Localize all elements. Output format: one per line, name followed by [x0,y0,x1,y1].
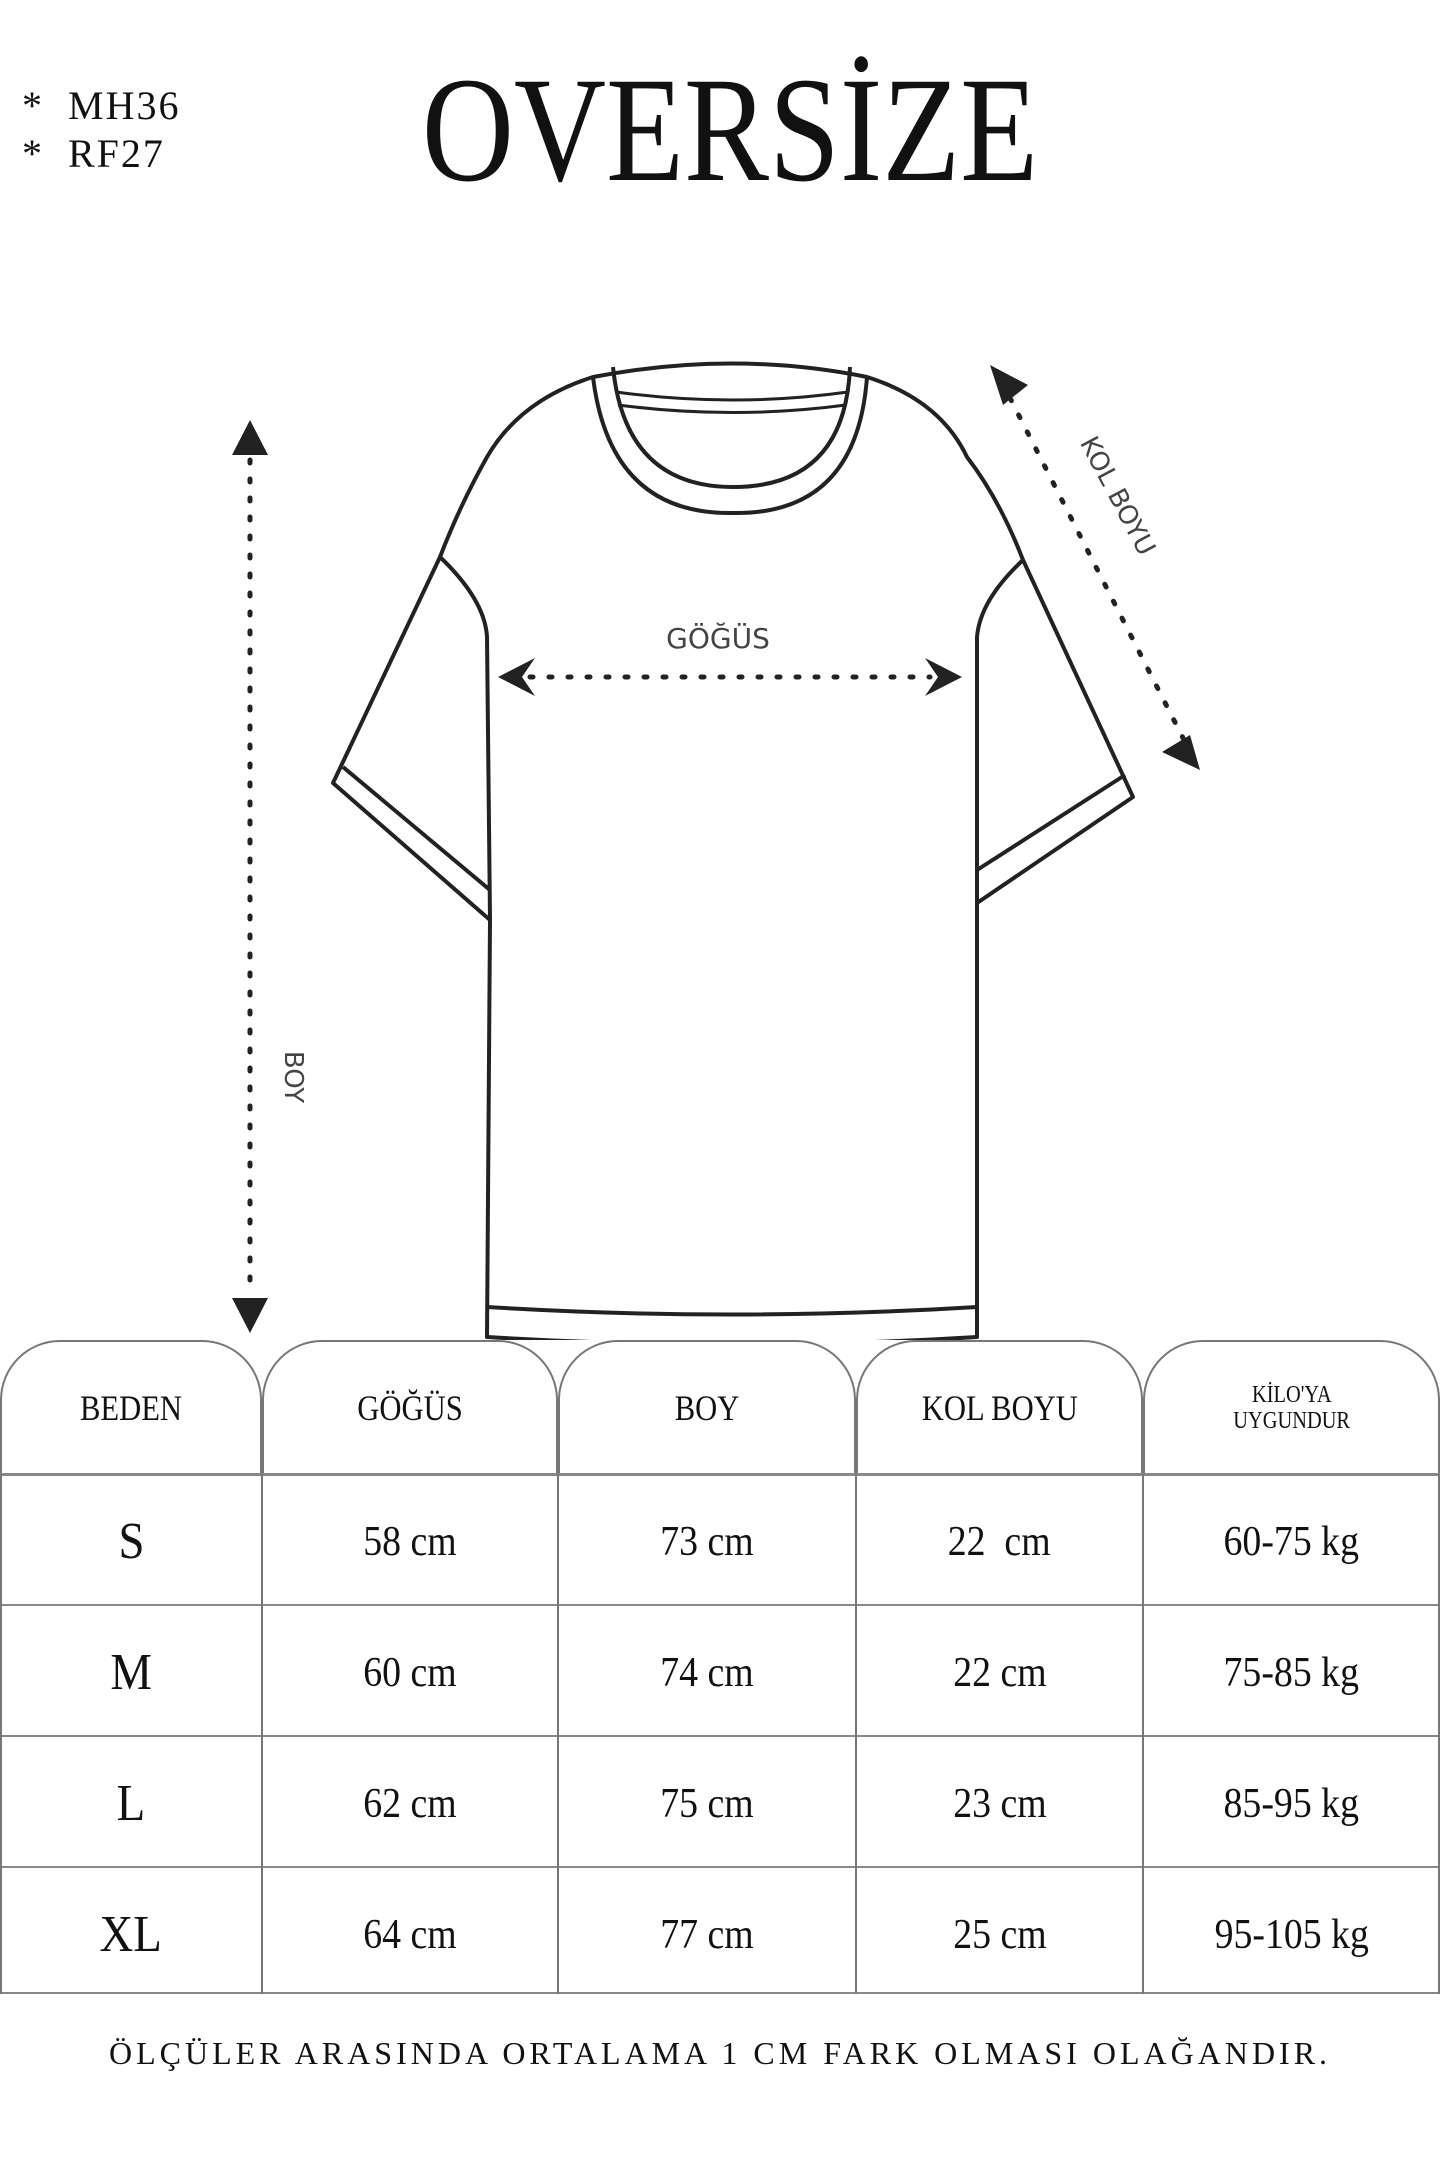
cell-length: 73 cm [558,1476,856,1607]
arrow-down-icon [232,1298,268,1333]
cell-length-value: 74 cm [660,1649,754,1696]
divider [0,1735,1440,1737]
cell-length: 75 cm [558,1738,856,1869]
cell-sleeve: 23 cm [856,1738,1143,1869]
divider [0,1474,2,1994]
cell-size: XL [0,1869,262,2000]
tshirt-diagram: GÖĞÜS BOY KOL BOYU [232,361,1200,1340]
divider [0,1866,1440,1868]
divider [261,1474,263,1994]
cell-length-value: 73 cm [660,1518,754,1565]
code-1: * MH36 [22,83,181,128]
cell-weight-value: 95-105 kg [1214,1911,1369,1958]
arrow-right-icon [925,658,962,696]
arrow-up-icon [232,420,268,455]
cell-sleeve-value: 22 cm [948,1518,1051,1565]
cell-length-value: 75 cm [660,1780,754,1827]
cell-size-value: M [110,1644,152,1701]
cell-weight-value: 60-75 kg [1223,1518,1360,1565]
divider [0,1604,1440,1606]
divider [1142,1474,1144,1994]
cell-size-value: S [117,1513,145,1570]
header-sleeve-label: KOL BOYU [921,1388,1078,1428]
cell-sleeve-value: 23 cm [952,1780,1047,1827]
cell-weight-value: 85-95 kg [1223,1780,1360,1827]
arrow-up-left-icon [990,365,1028,405]
cell-chest: 58 cm [262,1476,558,1607]
cell-sleeve: 22 cm [856,1607,1143,1738]
cell-weight-value: 75-85 kg [1223,1649,1360,1696]
cell-sleeve-value: 22 cm [952,1649,1047,1696]
cell-weight: 85-95 kg [1143,1738,1440,1869]
product-codes: * MH36 * RF27 [22,82,180,178]
chest-label: GÖĞÜS [666,621,770,655]
divider [557,1474,559,1994]
header-weight: KİLO'YA UYGUNDUR [1143,1340,1440,1474]
sleeve-label: KOL BOYU [1073,432,1161,561]
cell-weight: 60-75 kg [1143,1476,1440,1607]
cell-chest-value: 64 cm [363,1911,457,1958]
cell-length: 74 cm [558,1607,856,1738]
footer-note: ÖLÇÜLER ARASINDA ORTALAMA 1 CM FARK OLMA… [108,2035,1332,2071]
arrow-left-icon [498,658,535,696]
sleeve-arrow [990,365,1200,770]
cell-sleeve-value: 25 cm [952,1911,1047,1958]
header-chest-label: GÖĞÜS [357,1388,463,1428]
header-weight-line1: KİLO'YA [1251,1382,1332,1408]
divider [0,1473,1440,1476]
divider [0,1992,1440,1994]
divider [855,1474,857,1994]
cell-size: L [0,1738,262,1869]
size-table: BEDEN GÖĞÜS BOY KOL BOYU KİLO'YA UYGUNDU… [0,1340,1440,1994]
cell-size-value: XL [99,1906,163,1963]
cell-chest: 64 cm [262,1869,558,2000]
cell-size-value: L [116,1775,146,1832]
header-size-label: BEDEN [80,1388,182,1428]
cell-chest-value: 58 cm [363,1518,457,1565]
cell-chest-value: 60 cm [363,1649,457,1696]
cell-weight: 75-85 kg [1143,1607,1440,1738]
page-title: OVERSİZE [421,47,1039,213]
length-label: BOY [278,1051,308,1103]
cell-size: S [0,1476,262,1607]
cell-length: 77 cm [558,1869,856,2000]
tshirt-outline [331,361,1135,1340]
header-sleeve: KOL BOYU [856,1340,1143,1474]
cell-sleeve: 22 cm [856,1476,1143,1607]
code-2: * RF27 [22,131,165,176]
cell-chest-value: 62 cm [363,1780,457,1827]
arrow-down-right-icon [1162,735,1200,770]
chest-arrow [498,658,962,696]
cell-size: M [0,1607,262,1738]
length-arrow [232,420,268,1333]
header-size: BEDEN [0,1340,262,1474]
header-length: BOY [558,1340,856,1474]
cell-length-value: 77 cm [660,1911,754,1958]
header-weight-line2: UYGUNDUR [1233,1408,1350,1434]
divider [1438,1474,1440,1994]
cell-chest: 62 cm [262,1738,558,1869]
cell-chest: 60 cm [262,1607,558,1738]
header-length-label: BOY [674,1388,740,1428]
cell-sleeve: 25 cm [856,1869,1143,2000]
cell-weight: 95-105 kg [1143,1869,1440,2000]
header-chest: GÖĞÜS [262,1340,558,1474]
